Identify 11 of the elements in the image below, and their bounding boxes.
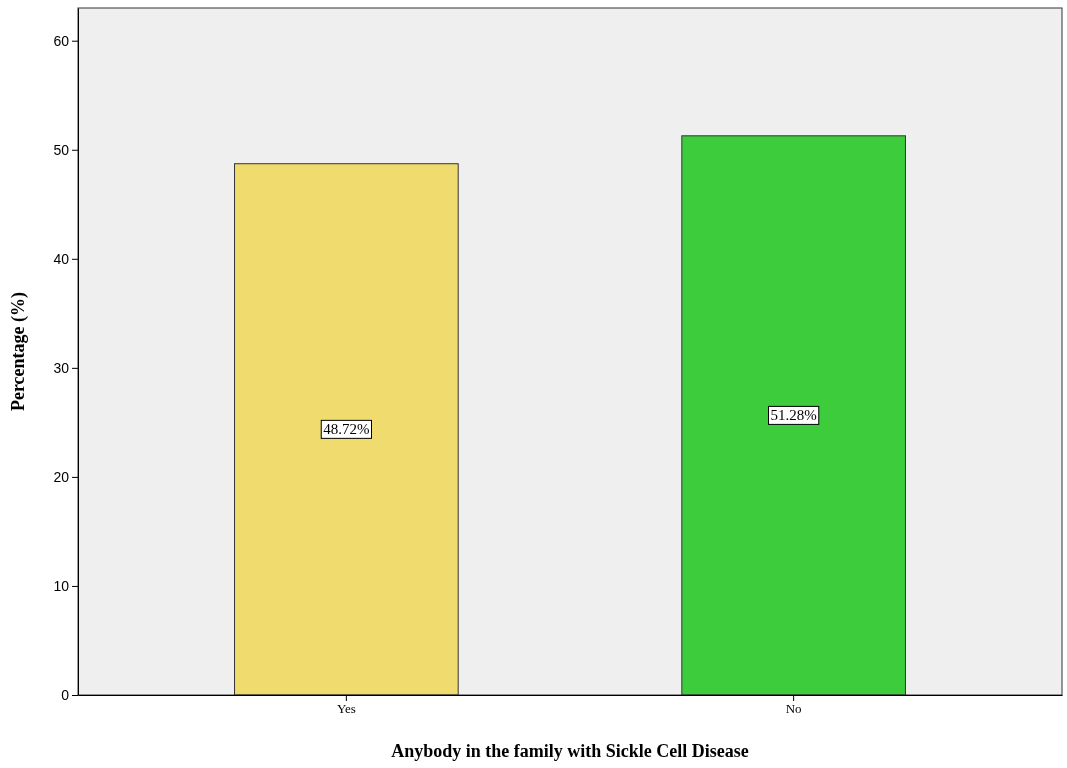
x-tick-label: No (785, 701, 802, 717)
y-tick-label: 60 (53, 32, 70, 49)
y-tick-label: 20 (53, 468, 70, 485)
y-axis-title: Percentage (%) (8, 291, 29, 412)
x-tick-label: Yes (336, 701, 356, 717)
x-axis-title: Anybody in the family with Sickle Cell Disease (391, 741, 749, 761)
y-tick-label: 10 (53, 577, 70, 594)
y-tick-label: 40 (53, 250, 70, 267)
y-tick-label: 30 (53, 359, 70, 376)
y-tick-label: 50 (53, 141, 70, 158)
y-tick-label: 0 (61, 686, 70, 703)
